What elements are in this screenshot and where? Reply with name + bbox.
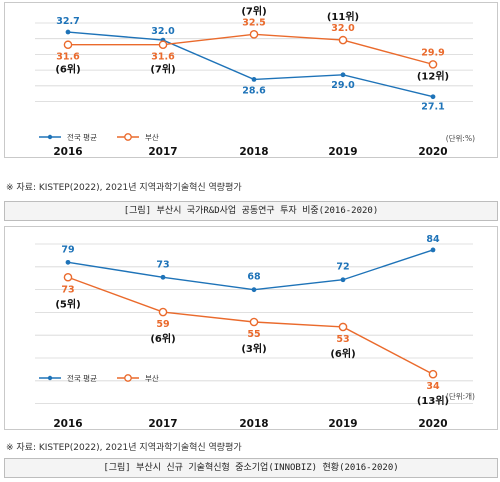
data-label-busan: 32.0 — [331, 23, 355, 34]
x-tick-label: 2017 — [148, 418, 177, 430]
rank-label-busan: (6위) — [55, 63, 80, 76]
data-point-busan — [249, 317, 259, 327]
data-point-busan — [63, 40, 73, 50]
data-label-busan: 34 — [426, 381, 440, 392]
chart-1: 2016 2017 2018 2019 2020 32.7 32.0 28.6 29.0 27.1… — [35, 4, 475, 158]
x-tick-label: 2019 — [328, 146, 357, 158]
x-tick-label: 2020 — [418, 146, 447, 158]
data-point-national — [430, 94, 436, 100]
data-label-national: 32.7 — [56, 16, 79, 27]
data-label-national: 79 — [61, 244, 74, 255]
data-label-busan: 59 — [156, 319, 169, 330]
rank-label-busan: (7위) — [150, 63, 175, 76]
rank-label-busan: (6위) — [150, 332, 175, 345]
data-label-busan: 55 — [247, 329, 260, 340]
rank-label-busan: (11위) — [327, 10, 359, 23]
data-point-national — [160, 274, 166, 280]
chart-2: 2016 2017 2018 2019 2020 79 73 68 72 84 73 (5위) 59 (6… — [35, 234, 475, 430]
legend-label-national: 전국 평균 — [67, 373, 97, 383]
data-label-national: 27.1 — [421, 102, 444, 113]
data-label-national: 68 — [247, 272, 261, 283]
data-point-busan — [158, 307, 168, 317]
rank-label-busan: (12위) — [417, 69, 449, 82]
data-point-national — [340, 72, 346, 78]
data-point-national — [251, 287, 257, 293]
legend-marker-national — [47, 134, 53, 140]
legend-label-busan: 부산 — [145, 132, 159, 142]
data-point-busan — [63, 272, 73, 282]
data-label-busan: 31.6 — [56, 52, 80, 63]
data-point-busan — [249, 30, 259, 39]
data-point-busan — [338, 35, 348, 45]
source-note-2: ※ 자료: KISTEP(2022), 2021년 지역과학기술혁신 역량평가 — [6, 443, 242, 453]
chart-panel-1: 2016 2017 2018 2019 2020 32.7 32.0 28.6 29.0 27.1… — [4, 2, 498, 158]
legend-marker-national — [47, 375, 53, 381]
figure-caption-1: [그림] 부산시 국가R&D사업 공동연구 투자 비중(2016-2020) — [4, 201, 498, 221]
data-point-national — [430, 247, 436, 253]
data-label-national: 28.6 — [242, 85, 266, 96]
data-label-national: 84 — [426, 234, 440, 245]
legend-marker-busan — [124, 133, 132, 141]
legend-label-national: 전국 평균 — [67, 132, 97, 142]
legend-marker-busan — [124, 374, 132, 382]
legend-label-busan: 부산 — [145, 373, 159, 383]
source-note-1: ※ 자료: KISTEP(2022), 2021년 지역과학기술혁신 역량평가 — [6, 183, 242, 193]
rank-label-busan: (7위) — [241, 4, 266, 17]
data-point-busan — [158, 40, 168, 50]
series-line-busan — [67, 276, 434, 375]
data-label-national: 29.0 — [331, 80, 355, 91]
series-line-national — [67, 249, 434, 291]
x-tick-label: 2016 — [53, 146, 82, 158]
x-tick-label: 2017 — [148, 146, 177, 158]
data-point-national — [340, 277, 346, 283]
data-point-busan — [338, 322, 348, 332]
data-label-national: 72 — [336, 262, 349, 273]
data-label-busan: 31.6 — [151, 52, 175, 63]
x-tick-label: 2016 — [53, 418, 82, 430]
rank-label-busan: (13위) — [417, 394, 449, 407]
data-label-busan: 29.9 — [421, 47, 444, 58]
rank-label-busan: (6위) — [330, 347, 355, 360]
data-point-busan — [428, 369, 438, 379]
data-label-national: 32.0 — [151, 26, 175, 37]
data-label-busan: 32.5 — [242, 17, 265, 28]
data-point-national — [65, 29, 71, 35]
data-point-national — [251, 77, 257, 82]
data-point-busan — [428, 60, 438, 69]
x-tick-label: 2018 — [239, 146, 268, 158]
rank-label-busan: (3위) — [241, 342, 266, 355]
unit-label: (단위:개) — [446, 391, 475, 401]
rank-label-busan: (5위) — [55, 297, 80, 310]
data-point-national — [65, 259, 71, 265]
chart-panel-2: 2016 2017 2018 2019 2020 79 73 68 72 84 73 (5위) 59 (6… — [4, 226, 498, 430]
data-label-national: 73 — [156, 259, 169, 270]
data-label-busan: 53 — [336, 334, 349, 345]
x-tick-label: 2020 — [418, 418, 447, 430]
x-tick-label: 2018 — [239, 418, 268, 430]
x-tick-label: 2019 — [328, 418, 357, 430]
figure-caption-2: [그림] 부산시 신규 기술혁신형 중소기업(INNOBIZ) 현황(2016-… — [4, 458, 498, 478]
unit-label: (단위:%) — [446, 133, 475, 143]
data-label-busan: 73 — [61, 284, 74, 295]
